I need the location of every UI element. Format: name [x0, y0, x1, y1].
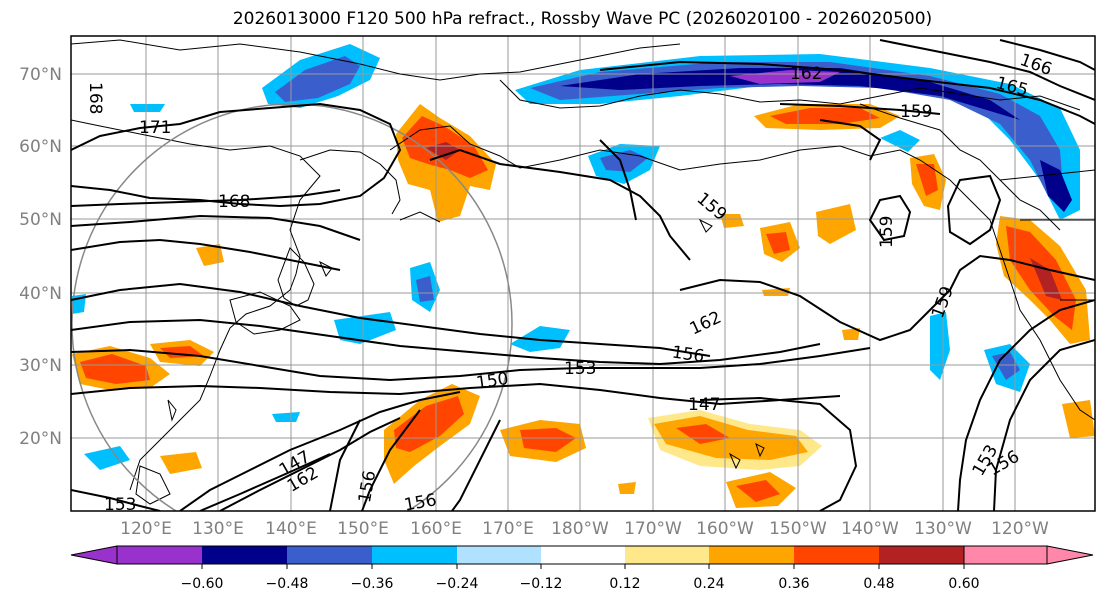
- colorbar-tick-label: 0.48: [863, 576, 894, 592]
- colorbar-segment: [202, 546, 287, 564]
- colorbar-extend-high: [963, 545, 1094, 565]
- colorbar-tick-label: −0.12: [520, 576, 563, 592]
- longitude-labels: 120°E 130°E 140°E 150°E 160°E 170°E 180°…: [120, 519, 1049, 539]
- colorbar-tick-label: −0.60: [181, 576, 224, 592]
- colorbar-tick-label: 0.60: [948, 576, 979, 592]
- lon-label: 120°E: [120, 519, 172, 539]
- lon-label: 160°E: [410, 519, 462, 539]
- lon-label: 150°E: [337, 519, 389, 539]
- map-frame: [70, 35, 1096, 512]
- colorbar-extend-low: [70, 545, 118, 565]
- colorbar-segment: [709, 546, 794, 564]
- lon-label: 140°W: [841, 519, 899, 539]
- contour-label: 147: [688, 395, 720, 415]
- colorbar-segment: [794, 546, 879, 564]
- colorbar-tick-label: 0.12: [609, 576, 640, 592]
- refractivity-contours: [71, 39, 1095, 511]
- contour-label: 156: [671, 343, 706, 367]
- lon-label: 130°W: [914, 519, 972, 539]
- lon-label: 180°W: [551, 519, 609, 539]
- contour-label: 171: [139, 118, 171, 138]
- lon-label: 170°E: [482, 519, 534, 539]
- contour-label: 159: [877, 216, 897, 248]
- contour-label: 159: [900, 102, 932, 122]
- lon-label: 120°W: [991, 519, 1049, 539]
- contour-label: 162: [790, 64, 822, 84]
- colorbar-segment: [287, 546, 372, 564]
- colorbar-tick-label: −0.36: [351, 576, 394, 592]
- colorbar-tick-label: −0.24: [436, 576, 479, 592]
- contour-label: 153: [104, 495, 136, 515]
- colorbar-tick-label: −0.48: [266, 576, 309, 592]
- colorbar-segment: [625, 546, 709, 564]
- lon-label: 160°W: [696, 519, 754, 539]
- lat-label: 60°N: [19, 137, 62, 157]
- lat-label: 30°N: [19, 356, 62, 376]
- colorbar-tick-label: 0.24: [693, 576, 724, 592]
- colorbar-tick-label: 0.36: [778, 576, 809, 592]
- colorbar: −0.60 −0.48 −0.36 −0.24 −0.12 0.12 0.24 …: [70, 545, 1094, 592]
- colorbar-segment: [879, 546, 964, 564]
- lon-label: 140°E: [265, 519, 317, 539]
- latitude-labels: 70°N 60°N 50°N 40°N 30°N 20°N: [19, 65, 62, 449]
- lat-label: 40°N: [19, 284, 62, 304]
- contour-label: 150: [475, 369, 510, 393]
- lon-label: 130°E: [192, 519, 244, 539]
- contour-label: 156: [403, 490, 438, 515]
- colorbar-segment: [117, 546, 202, 564]
- coastlines: [71, 39, 1095, 505]
- colorbar-segment: [372, 546, 457, 564]
- contour-label: 168: [85, 82, 105, 114]
- lat-label: 50°N: [19, 210, 62, 230]
- reference-circle: [71, 103, 513, 511]
- colorbar-segment: [457, 546, 541, 564]
- colorbar-segment: [541, 546, 625, 564]
- lat-label: 20°N: [19, 429, 62, 449]
- chart-title: 2026013000 F120 500 hPa refract., Rossby…: [232, 9, 933, 29]
- lon-label: 150°W: [769, 519, 827, 539]
- lat-label: 70°N: [19, 65, 62, 85]
- lon-label: 170°W: [624, 519, 682, 539]
- contour-label: 168: [218, 192, 250, 212]
- map-frame-background: [71, 36, 1095, 511]
- contour-label: 153: [564, 359, 596, 379]
